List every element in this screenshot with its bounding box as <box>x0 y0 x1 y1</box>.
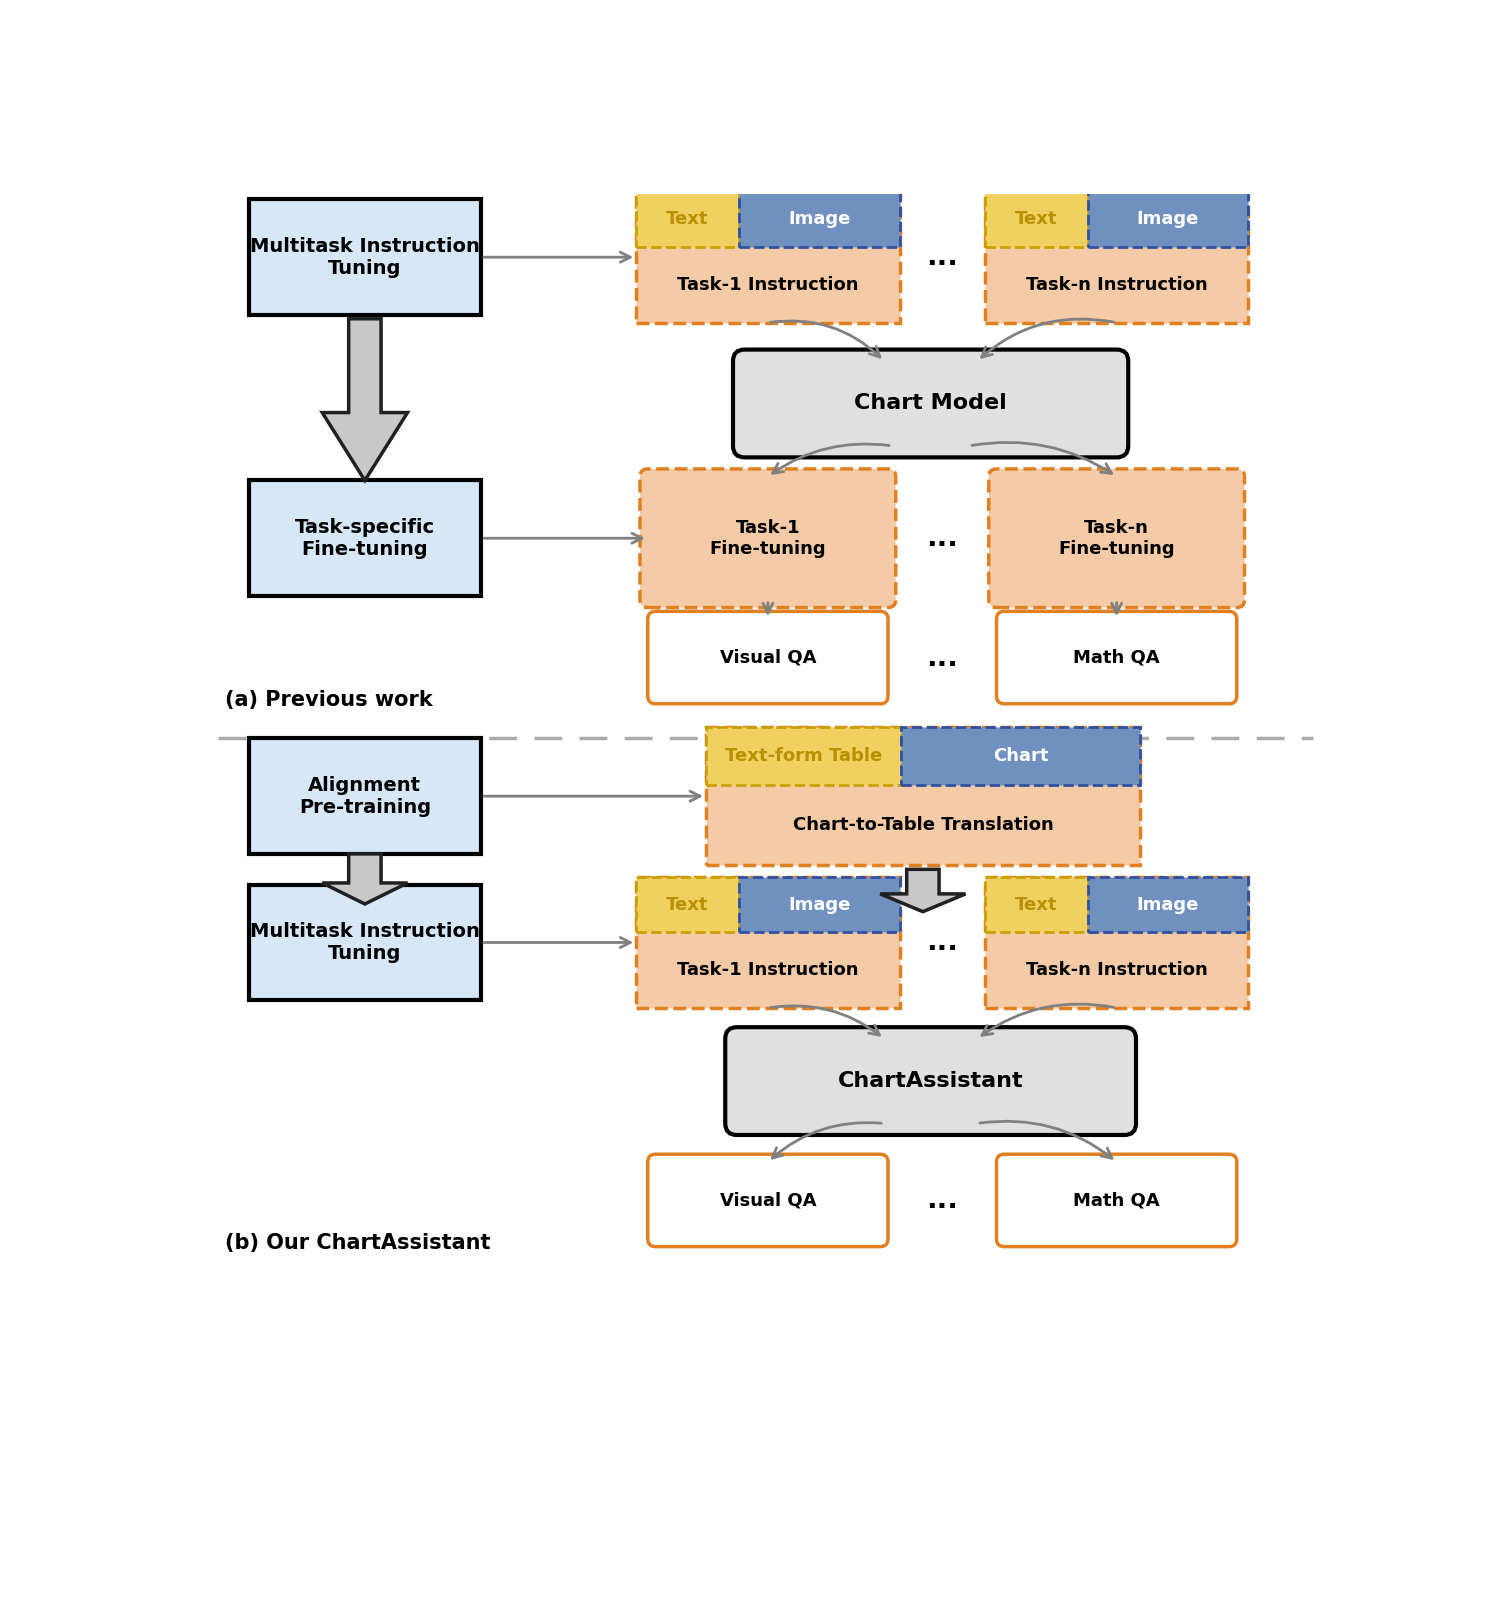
Text: (b) Our ChartAssistant: (b) Our ChartAssistant <box>225 1232 491 1253</box>
Text: Visual QA: Visual QA <box>720 1192 817 1210</box>
FancyBboxPatch shape <box>988 469 1245 608</box>
Text: Task-1
Fine-tuning: Task-1 Fine-tuning <box>709 519 826 558</box>
FancyBboxPatch shape <box>648 611 888 703</box>
Text: Multitask Instruction
Tuning: Multitask Instruction Tuning <box>249 236 479 278</box>
Polygon shape <box>322 319 408 480</box>
Text: Chart-to-Table Translation: Chart-to-Table Translation <box>793 817 1053 834</box>
FancyBboxPatch shape <box>636 192 739 247</box>
Text: Text: Text <box>1015 210 1057 228</box>
Text: Chart Model: Chart Model <box>854 393 1006 414</box>
FancyBboxPatch shape <box>739 192 900 247</box>
Text: Math QA: Math QA <box>1073 648 1160 666</box>
Text: Text: Text <box>1015 896 1057 914</box>
FancyBboxPatch shape <box>249 739 481 854</box>
Text: Image: Image <box>788 210 851 228</box>
Text: Text-form Table: Text-form Table <box>726 747 882 765</box>
Text: Image: Image <box>1136 896 1199 914</box>
Text: Task-1 Instruction: Task-1 Instruction <box>678 275 858 294</box>
FancyBboxPatch shape <box>636 876 900 1007</box>
FancyBboxPatch shape <box>706 728 1139 865</box>
Text: Image: Image <box>788 896 851 914</box>
Text: Math QA: Math QA <box>1073 1192 1160 1210</box>
FancyBboxPatch shape <box>636 876 739 931</box>
Text: Alignment
Pre-training: Alignment Pre-training <box>299 776 431 817</box>
FancyBboxPatch shape <box>726 1027 1136 1135</box>
Text: Text: Text <box>666 896 709 914</box>
FancyBboxPatch shape <box>739 876 900 931</box>
Polygon shape <box>881 870 966 912</box>
FancyBboxPatch shape <box>996 1155 1236 1247</box>
FancyBboxPatch shape <box>249 884 481 1001</box>
Text: Image: Image <box>1136 210 1199 228</box>
Text: (a) Previous work: (a) Previous work <box>225 690 433 710</box>
Polygon shape <box>322 854 408 904</box>
Text: Multitask Instruction
Tuning: Multitask Instruction Tuning <box>249 922 479 964</box>
FancyBboxPatch shape <box>1087 192 1248 247</box>
Text: ...: ... <box>926 644 959 671</box>
FancyBboxPatch shape <box>249 199 481 315</box>
FancyBboxPatch shape <box>985 876 1248 1007</box>
Text: ChartAssistant: ChartAssistant <box>838 1070 1023 1091</box>
FancyBboxPatch shape <box>996 611 1236 703</box>
Text: Text: Text <box>666 210 709 228</box>
Text: Task-n
Fine-tuning: Task-n Fine-tuning <box>1059 519 1175 558</box>
FancyBboxPatch shape <box>640 469 896 608</box>
Text: Visual QA: Visual QA <box>720 648 817 666</box>
Text: Task-specific
Fine-tuning: Task-specific Fine-tuning <box>294 517 434 559</box>
FancyBboxPatch shape <box>985 192 1248 323</box>
Text: ...: ... <box>926 1187 959 1214</box>
FancyBboxPatch shape <box>636 192 900 323</box>
Text: ...: ... <box>926 524 959 553</box>
Text: Task-n Instruction: Task-n Instruction <box>1026 275 1208 294</box>
FancyBboxPatch shape <box>706 728 902 786</box>
Text: Task-1 Instruction: Task-1 Instruction <box>678 960 858 978</box>
Text: Task-n Instruction: Task-n Instruction <box>1026 960 1208 978</box>
FancyBboxPatch shape <box>733 349 1129 458</box>
FancyBboxPatch shape <box>902 728 1139 786</box>
FancyBboxPatch shape <box>648 1155 888 1247</box>
Text: ...: ... <box>926 243 959 272</box>
FancyBboxPatch shape <box>249 480 481 597</box>
Text: Chart: Chart <box>993 747 1048 765</box>
FancyBboxPatch shape <box>1087 876 1248 931</box>
Text: ...: ... <box>926 928 959 957</box>
FancyBboxPatch shape <box>985 192 1087 247</box>
FancyBboxPatch shape <box>985 876 1087 931</box>
